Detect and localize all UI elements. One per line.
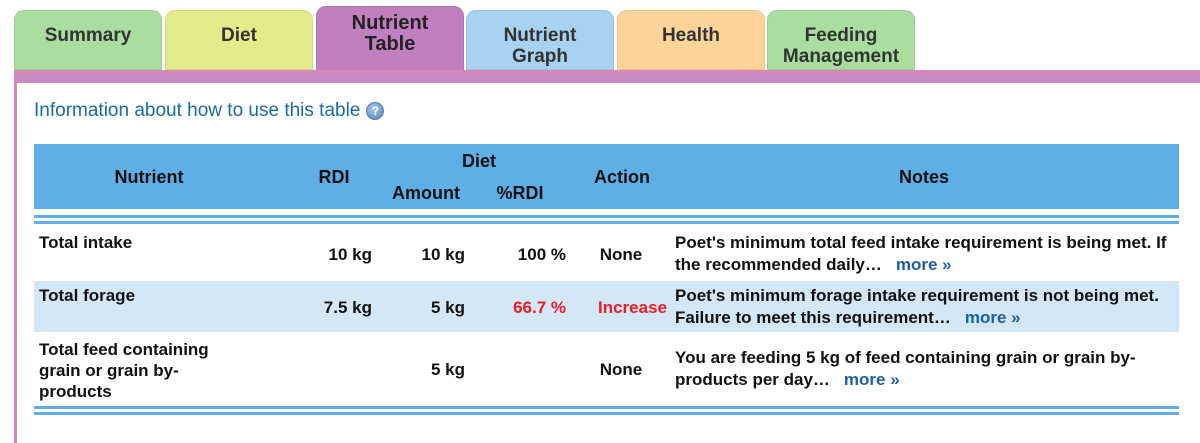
cell-rdi: 10 kg [328,245,372,264]
header-diet: Diet [461,151,496,171]
tab-label: Health [661,25,721,46]
cell-action: None [599,360,643,379]
tab-feeding-management[interactable]: Feeding Management [767,10,915,70]
table-header: Nutrient RDI Diet Amount %RDI Action Not… [34,144,1179,209]
table-row: Total feed containing grain or grain by-… [34,335,1179,403]
more-link[interactable]: more » [964,308,1021,327]
tab-label: Nutrient Table [351,12,429,55]
cell-nutrient: Total forage [39,286,136,305]
tab-summary[interactable]: Summary [14,10,162,70]
table-row: Total intake 10 kg 10 kg 100 % None Poet… [34,228,1179,278]
header-amount: Amount [392,183,460,203]
cell-notes: Poet's minimum forage intake requirement… [675,285,1175,329]
cell-rdi: 7.5 kg [323,298,372,317]
divider-top-1 [34,215,1179,218]
more-link[interactable]: more » [843,370,900,389]
cell-amount: 5 kg [430,298,465,317]
tab-diet[interactable]: Diet [165,10,313,70]
more-link[interactable]: more » [895,255,952,274]
cell-amount: 5 kg [430,360,465,379]
cell-pct-rdi: 100 % [517,245,566,264]
tab-health[interactable]: Health [617,10,765,70]
header-action: Action [594,167,650,187]
cell-notes: You are feeding 5 kg of feed containing … [675,347,1175,391]
tab-bar: Summary Diet Nutrient Table Nutrient Gra… [0,0,1200,72]
note-text: You are feeding 5 kg of feed containing … [675,348,1136,389]
table-row: Total forage 7.5 kg 5 kg 66.7 % Increase… [34,281,1179,332]
tab-label: Feeding Management [782,25,900,67]
divider-top-2 [34,221,1179,224]
cell-action: Increase [598,298,667,317]
tab-label: Diet [221,25,257,46]
cell-pct-rdi: 66.7 % [513,298,566,317]
info-link[interactable]: Information about how to use this table … [34,100,385,122]
panel-top-bar [14,70,1200,83]
tab-nutrient-graph[interactable]: Nutrient Graph [466,10,614,70]
info-link-text: Information about how to use this table [34,100,361,121]
header-rdi: RDI [318,167,350,187]
divider-bottom-1 [34,406,1179,409]
note-text: Poet's minimum forage intake requirement… [675,286,1159,327]
cell-action: None [599,245,643,264]
cell-nutrient: Total feed containing grain or grain by-… [39,340,209,401]
tab-label: Summary [44,25,132,46]
header-nutrient: Nutrient [114,167,184,187]
header-notes: Notes [898,167,949,187]
content-panel [14,70,1200,443]
tab-label: Nutrient Graph [503,25,577,67]
header-pct-rdi: %RDI [496,183,544,203]
help-icon[interactable]: ? [366,102,385,120]
cell-amount: 10 kg [421,245,465,264]
cell-nutrient: Total intake [39,233,133,252]
note-text: Poet's minimum total feed intake require… [675,233,1167,274]
divider-bottom-2 [34,412,1179,415]
tab-nutrient-table[interactable]: Nutrient Table [316,6,464,72]
cell-notes: Poet's minimum total feed intake require… [675,232,1175,276]
